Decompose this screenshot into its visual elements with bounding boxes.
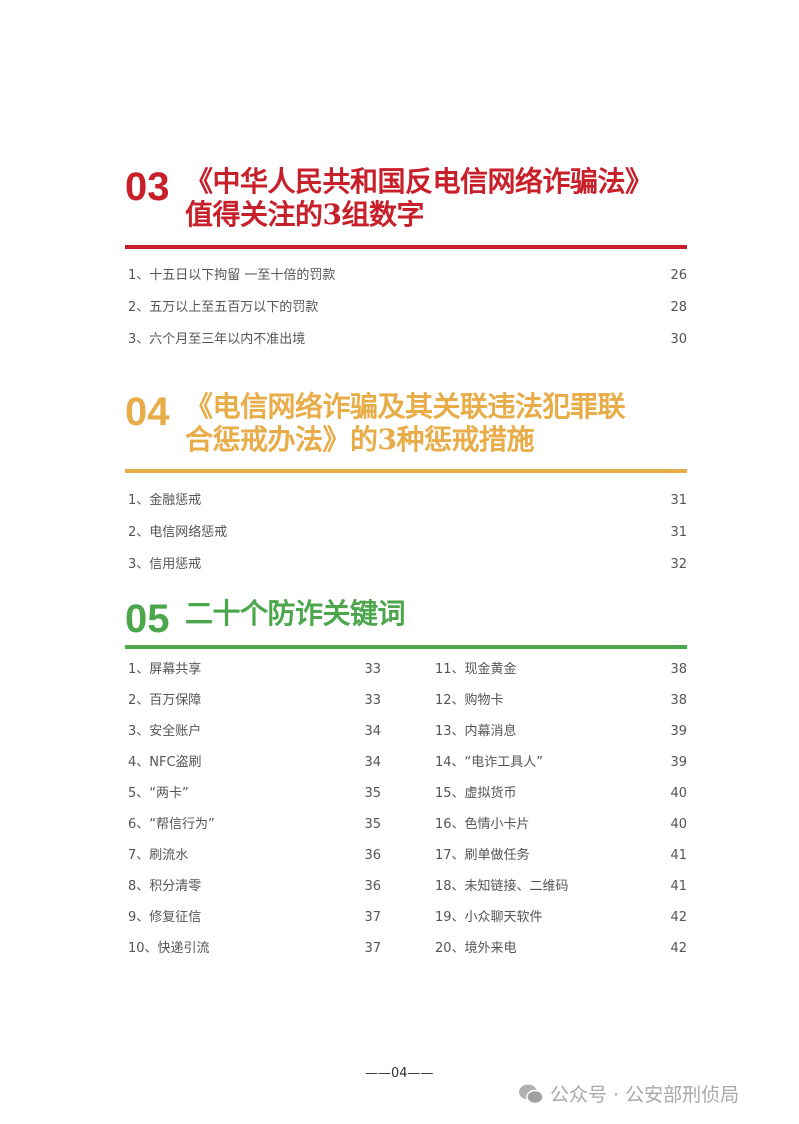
toc-entry-label: 9、修复征信 xyxy=(128,910,202,925)
toc-entry-label: 13、内幕消息 xyxy=(435,724,517,739)
toc-entry-label: 16、色情小卡片 xyxy=(435,817,530,832)
toc-entry-page: 40 xyxy=(670,786,687,801)
toc-entry-page: 35 xyxy=(364,817,381,832)
section-number: 04 xyxy=(125,390,170,434)
toc-entry-label: 2、电信网络惩戒 xyxy=(128,525,228,540)
toc-entry-page: 31 xyxy=(670,493,687,508)
toc-entry-page: 34 xyxy=(364,724,381,739)
section-title-line: 二十个防诈关键词 xyxy=(185,597,406,630)
toc-entry-page: 39 xyxy=(670,724,687,739)
section-divider xyxy=(125,645,687,649)
section-number: 05 xyxy=(125,597,170,641)
toc-entry-label: 19、小众聊天软件 xyxy=(435,910,543,925)
toc-entry-page: 26 xyxy=(670,268,687,283)
toc-entry-label: 20、境外来电 xyxy=(435,941,517,956)
watermark: 公众号 · 公安部刑侦局 xyxy=(518,1080,739,1107)
toc-entry-page: 39 xyxy=(670,755,687,770)
wechat-icon xyxy=(519,1084,544,1104)
toc-entry-label: 7、刷流水 xyxy=(128,848,189,863)
page-number: ——04—— xyxy=(365,1066,434,1081)
toc-entry-label: 6、“帮信行为” xyxy=(128,817,215,832)
toc-entry-page: 42 xyxy=(670,910,687,925)
toc-entry-page: 35 xyxy=(364,786,381,801)
toc-entry-label: 17、刷单做任务 xyxy=(435,848,530,863)
toc-entry-page: 30 xyxy=(670,332,687,347)
toc-entry-label: 14、“电诈工具人” xyxy=(435,755,544,770)
toc-entry-page: 41 xyxy=(670,879,687,894)
toc-entry-label: 18、未知链接、二维码 xyxy=(435,879,569,894)
toc-entry-label: 10、快递引流 xyxy=(128,941,210,956)
section-number: 03 xyxy=(125,165,170,209)
toc-entry-page: 42 xyxy=(670,941,687,956)
toc-entry-page: 36 xyxy=(364,848,381,863)
section-title-line: 《中华人民共和国反电信网络诈骗法》 xyxy=(185,165,653,198)
toc-entry-page: 28 xyxy=(670,300,687,315)
section-title-line: 合惩戒办法》的3种惩戒措施 xyxy=(185,423,534,456)
toc-entry-label: 3、安全账户 xyxy=(128,724,202,739)
toc-entry-page: 36 xyxy=(364,879,381,894)
toc-entry-page: 33 xyxy=(364,662,381,677)
toc-entry-label: 5、“两卡” xyxy=(128,786,189,801)
toc-entry-label: 4、NFC盗刷 xyxy=(128,755,202,770)
toc-entry-label: 3、信用惩戒 xyxy=(128,557,202,572)
toc-entry-label: 12、购物卡 xyxy=(435,693,504,708)
toc-entry-label: 1、十五日以下拘留 一至十倍的罚款 xyxy=(128,268,336,283)
toc-entry-label: 11、现金黄金 xyxy=(435,662,517,677)
section-title-line: 《电信网络诈骗及其关联违法犯罪联 xyxy=(185,390,626,423)
toc-entry-label: 1、屏幕共享 xyxy=(128,662,202,677)
toc-entry-label: 2、百万保障 xyxy=(128,693,202,708)
toc-entry-label: 3、六个月至三年以内不准出境 xyxy=(128,332,306,347)
toc-entry-page: 41 xyxy=(670,848,687,863)
section-title-line: 值得关注的3组数字 xyxy=(185,198,424,231)
toc-entry-page: 32 xyxy=(670,557,687,572)
toc-entry-label: 15、虚拟货币 xyxy=(435,786,517,801)
toc-entry-page: 34 xyxy=(364,755,381,770)
section-divider xyxy=(125,469,687,473)
toc-entry-page: 38 xyxy=(670,662,687,677)
watermark-text: 公众号 · 公安部刑侦局 xyxy=(550,1084,740,1106)
toc-entry-page: 37 xyxy=(364,910,381,925)
toc-entry-page: 33 xyxy=(364,693,381,708)
toc-entry-page: 37 xyxy=(364,941,381,956)
toc-entry-page: 38 xyxy=(670,693,687,708)
toc-entry-page: 40 xyxy=(670,817,687,832)
toc-entry-label: 1、金融惩戒 xyxy=(128,493,202,508)
toc-entry-label: 2、五万以上至五百万以下的罚款 xyxy=(128,300,319,315)
section-divider xyxy=(125,245,687,249)
toc-entry-page: 31 xyxy=(670,525,687,540)
toc-entry-label: 8、积分清零 xyxy=(128,879,202,894)
